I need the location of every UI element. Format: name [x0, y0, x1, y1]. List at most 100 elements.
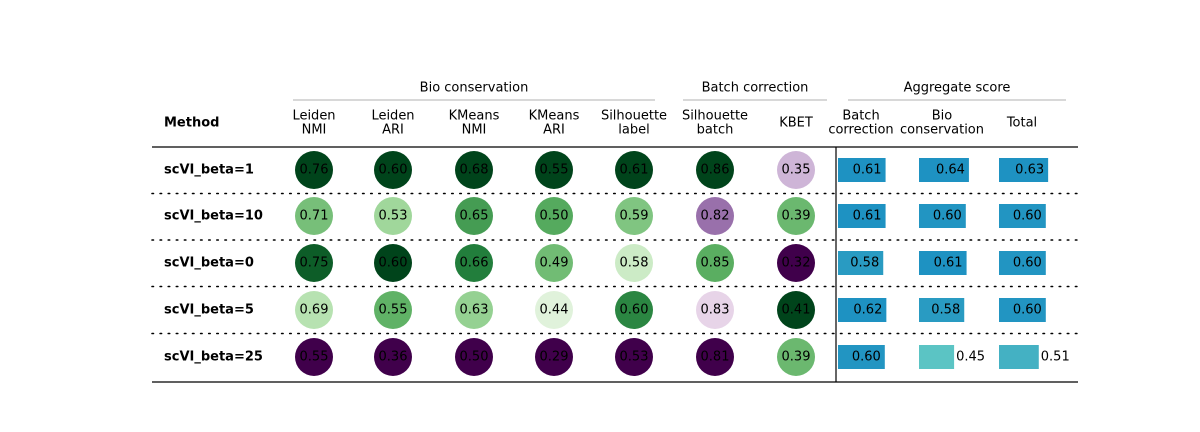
column-header-line: Silhouette: [682, 109, 748, 124]
score-value: 0.85: [701, 256, 730, 271]
score-value: 0.50: [460, 350, 489, 365]
score-circle: [295, 291, 333, 329]
score-circle: [777, 197, 815, 235]
column-header-line: label: [618, 123, 649, 138]
score-circle: [374, 197, 412, 235]
group-header-label: Batch correction: [702, 81, 809, 96]
score-value: 0.60: [620, 303, 649, 318]
score-value: 0.68: [460, 163, 489, 178]
score-value: 0.61: [934, 256, 963, 271]
score-value: 0.35: [782, 163, 811, 178]
score-value: 0.58: [850, 256, 879, 271]
table-row: scVI_beta=25 0.55 0.36 0.50 0.29 0.53 0.81 0.39…: [164, 338, 1070, 376]
score-value: 0.65: [460, 209, 489, 224]
score-value: 0.51: [1041, 350, 1070, 365]
column-header-line: Leiden: [292, 109, 335, 124]
score-value: 0.60: [1013, 209, 1042, 224]
score-value: 0.55: [379, 303, 408, 318]
score-value: 0.39: [782, 350, 811, 365]
score-value: 0.60: [379, 163, 408, 178]
method-label: scVI_beta=10: [164, 209, 263, 224]
group-header-label: Aggregate score: [904, 81, 1011, 96]
score-bar: [919, 251, 967, 275]
score-value: 0.50: [540, 209, 569, 224]
score-bar: [838, 298, 887, 322]
score-value: 0.82: [701, 209, 730, 224]
score-circle: [535, 197, 573, 235]
score-bar: [838, 345, 885, 369]
score-value: 0.44: [540, 303, 569, 318]
score-value: 0.69: [300, 303, 329, 318]
column-header-line: KBET: [779, 116, 813, 131]
score-value: 0.83: [701, 303, 730, 318]
score-value: 0.63: [1015, 163, 1044, 178]
column-header-line: ARI: [543, 123, 565, 138]
column-header-line: KMeans: [449, 109, 500, 124]
score-bar: [999, 345, 1039, 369]
column-header-line: Silhouette: [601, 109, 667, 124]
score-value: 0.60: [379, 256, 408, 271]
column-header-line: Batch: [842, 109, 879, 124]
score-circle: [777, 244, 815, 282]
score-value: 0.55: [540, 163, 569, 178]
score-value: 0.60: [1013, 303, 1042, 318]
score-bar: [999, 204, 1046, 228]
score-circle: [777, 291, 815, 329]
score-value: 0.53: [379, 209, 408, 224]
column-header-line: NMI: [462, 123, 487, 138]
column-header-line: Leiden: [371, 109, 414, 124]
column-header-line: NMI: [302, 123, 327, 138]
group-header-label: Bio conservation: [420, 81, 529, 96]
score-value: 0.60: [933, 209, 962, 224]
method-label: scVI_beta=1: [164, 163, 254, 178]
score-bar: [999, 251, 1046, 275]
score-value: 0.59: [620, 209, 649, 224]
score-circle: [535, 151, 573, 189]
score-circle: [455, 197, 493, 235]
score-value: 0.64: [936, 163, 965, 178]
score-value: 0.76: [300, 163, 329, 178]
method-label: scVI_beta=25: [164, 350, 263, 365]
score-circle: [615, 291, 653, 329]
column-header-line: batch: [697, 123, 734, 138]
group-headers: Bio conservation Batch correction Aggregat…: [293, 81, 1066, 101]
column-header-line: ARI: [382, 123, 404, 138]
score-circle: [535, 291, 573, 329]
score-bar: [838, 251, 884, 275]
score-value: 0.53: [620, 350, 649, 365]
score-value: 0.66: [460, 256, 489, 271]
score-circle: [696, 197, 734, 235]
score-value: 0.63: [460, 303, 489, 318]
method-label: scVI_beta=5: [164, 303, 254, 318]
score-value: 0.36: [379, 350, 408, 365]
score-circle: [374, 244, 412, 282]
score-circle: [374, 291, 412, 329]
table-row: scVI_beta=1 0.76 0.60 0.68 0.55 0.61 0.86 0.35 0…: [164, 151, 1049, 189]
score-circle: [295, 338, 333, 376]
score-circle: [696, 244, 734, 282]
table-row: scVI_beta=10 0.71 0.53 0.65 0.50 0.59 0.82 0.39…: [164, 197, 1046, 235]
score-circle: [455, 151, 493, 189]
score-circle: [295, 244, 333, 282]
score-value: 0.29: [540, 350, 569, 365]
score-circle: [455, 338, 493, 376]
score-bar: [919, 298, 965, 322]
score-value: 0.58: [620, 256, 649, 271]
table-row: scVI_beta=5 0.69 0.55 0.63 0.44 0.60 0.83 0.41 0…: [164, 291, 1046, 329]
score-value: 0.86: [701, 163, 730, 178]
score-value: 0.60: [1013, 256, 1042, 271]
score-bar: [919, 158, 969, 182]
score-bar: [919, 204, 966, 228]
score-value: 0.81: [701, 350, 730, 365]
score-value: 0.61: [853, 163, 882, 178]
score-value: 0.61: [620, 163, 649, 178]
method-column-header: Method: [164, 116, 219, 131]
score-value: 0.32: [782, 256, 811, 271]
score-value: 0.75: [300, 256, 329, 271]
score-circle: [535, 244, 573, 282]
score-circle: [455, 244, 493, 282]
score-value: 0.49: [540, 256, 569, 271]
score-value: 0.60: [852, 350, 881, 365]
score-circle: [615, 197, 653, 235]
